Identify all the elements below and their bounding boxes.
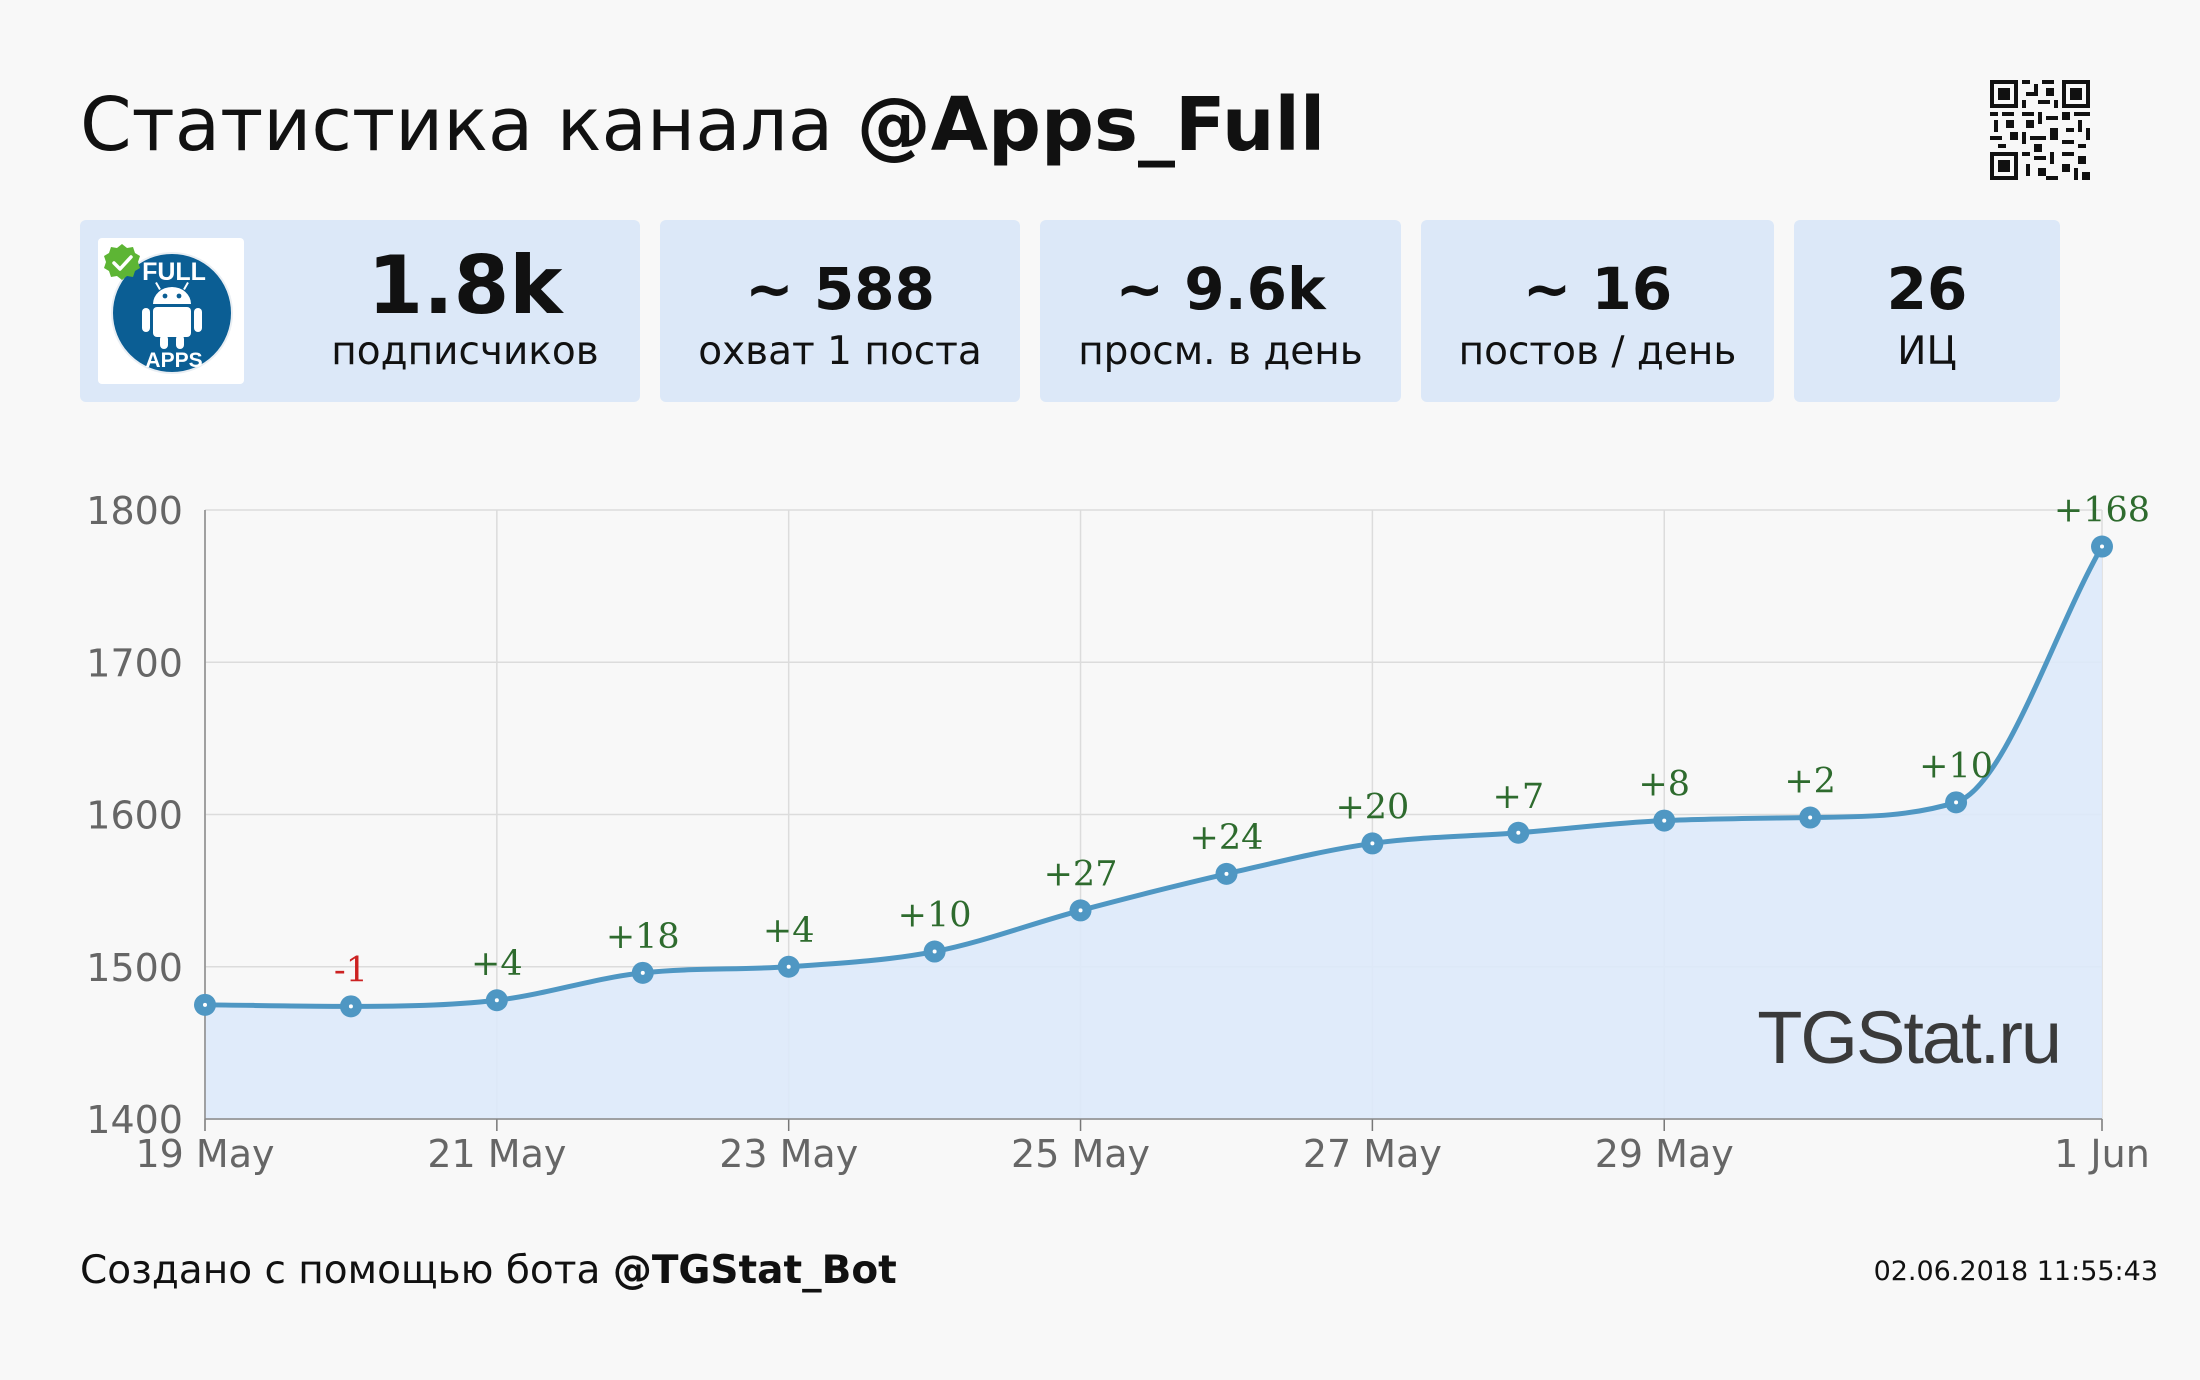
y-tick-label: 1500 <box>86 946 183 990</box>
footer-timestamp: 02.06.2018 11:55:43 <box>1873 1256 2158 1287</box>
footer-text: Создано с помощью бота <box>80 1248 601 1293</box>
data-point-center <box>494 998 499 1003</box>
stat-card-posts-per-day: ~ 16 постов / день <box>1421 220 1774 402</box>
data-label: +2 <box>1784 762 1836 802</box>
stat-value-citation-index: 26 <box>1886 255 1968 323</box>
title-prefix: Статистика канала <box>80 82 834 168</box>
stat-label-subscribers: подписчиков <box>331 329 599 374</box>
stat-value-subscribers: 1.8k <box>367 239 563 332</box>
data-label: +18 <box>606 917 680 957</box>
stat-label-daily-views: просм. в день <box>1078 329 1363 374</box>
data-point-center <box>1662 818 1667 823</box>
page-title: Статистика канала @Apps_Full <box>80 88 1325 162</box>
y-tick-label: 1700 <box>86 641 183 685</box>
avatar-top-text: FULL <box>142 258 206 286</box>
data-label: +4 <box>763 911 815 951</box>
x-tick-label: 29 May <box>1595 1132 1734 1176</box>
y-tick-label: 1600 <box>86 794 183 838</box>
data-label: +7 <box>1493 777 1545 817</box>
data-point-center <box>1370 841 1375 846</box>
stat-card-citation-index: 26 ИЦ <box>1794 220 2060 402</box>
data-point-center <box>2100 544 2104 549</box>
x-tick-label: 19 May <box>136 1132 275 1176</box>
stat-value-reach: ~ 588 <box>745 255 935 323</box>
y-tick-label: 1800 <box>86 489 183 533</box>
stat-card-subscribers: FULL APPS 1.8k подписчиков <box>80 220 640 402</box>
footer-credit: Создано с помощью бота @TGStat_Bot <box>80 1248 897 1293</box>
data-label: +10 <box>898 896 972 936</box>
footer-bot-link[interactable]: @TGStat_Bot <box>612 1248 897 1293</box>
stat-card-daily-views: ~ 9.6k просм. в день <box>1040 220 1401 402</box>
y-tick-label: 1400 <box>86 1098 183 1142</box>
stat-label-citation-index: ИЦ <box>1897 329 1957 374</box>
android-icon <box>142 282 202 349</box>
data-label: +4 <box>471 944 523 984</box>
stat-value-posts-per-day: ~ 16 <box>1522 255 1673 323</box>
data-label: +20 <box>1335 787 1409 827</box>
stat-card-reach: ~ 588 охват 1 поста <box>660 220 1020 402</box>
data-point-center <box>640 970 645 975</box>
channel-avatar: FULL APPS <box>98 238 244 384</box>
stat-value-daily-views: ~ 9.6k <box>1115 255 1326 323</box>
stat-label-reach: охват 1 поста <box>698 329 982 374</box>
x-tick-label: 23 May <box>719 1132 858 1176</box>
x-tick-label: 25 May <box>1011 1132 1150 1176</box>
data-label: +24 <box>1190 818 1264 858</box>
data-label: -1 <box>334 950 368 990</box>
data-point-center <box>932 949 937 954</box>
subscribers-chart: 1400 1500 1600 1700 1800 19 May 21 May 23 May 25… <box>86 489 2150 1176</box>
qr-code-icon <box>1990 80 2090 180</box>
data-label: +10 <box>1919 746 1993 786</box>
x-tick-label: 1 Jun <box>2054 1132 2150 1176</box>
data-point-center <box>1808 815 1813 820</box>
x-tick-label: 21 May <box>427 1132 566 1176</box>
x-tick-label: 27 May <box>1303 1132 1442 1176</box>
data-point-center <box>348 1004 353 1009</box>
data-label: +8 <box>1638 765 1690 805</box>
channel-name: @Apps_Full <box>856 82 1326 168</box>
data-point-center <box>786 964 791 969</box>
data-label: +168 <box>2054 491 2150 531</box>
series-area <box>205 546 2102 1119</box>
verified-badge-icon <box>104 244 140 280</box>
data-point-center <box>1224 871 1229 876</box>
data-label: +27 <box>1044 854 1118 894</box>
data-point-center <box>1078 908 1083 913</box>
stat-label-posts-per-day: постов / день <box>1458 329 1737 374</box>
data-point-center <box>1954 800 1959 805</box>
watermark: TGStat.ru <box>1757 996 2060 1079</box>
data-point-center <box>1516 830 1521 835</box>
data-point-center <box>203 1002 207 1007</box>
avatar-bottom-text: APPS <box>145 349 202 372</box>
